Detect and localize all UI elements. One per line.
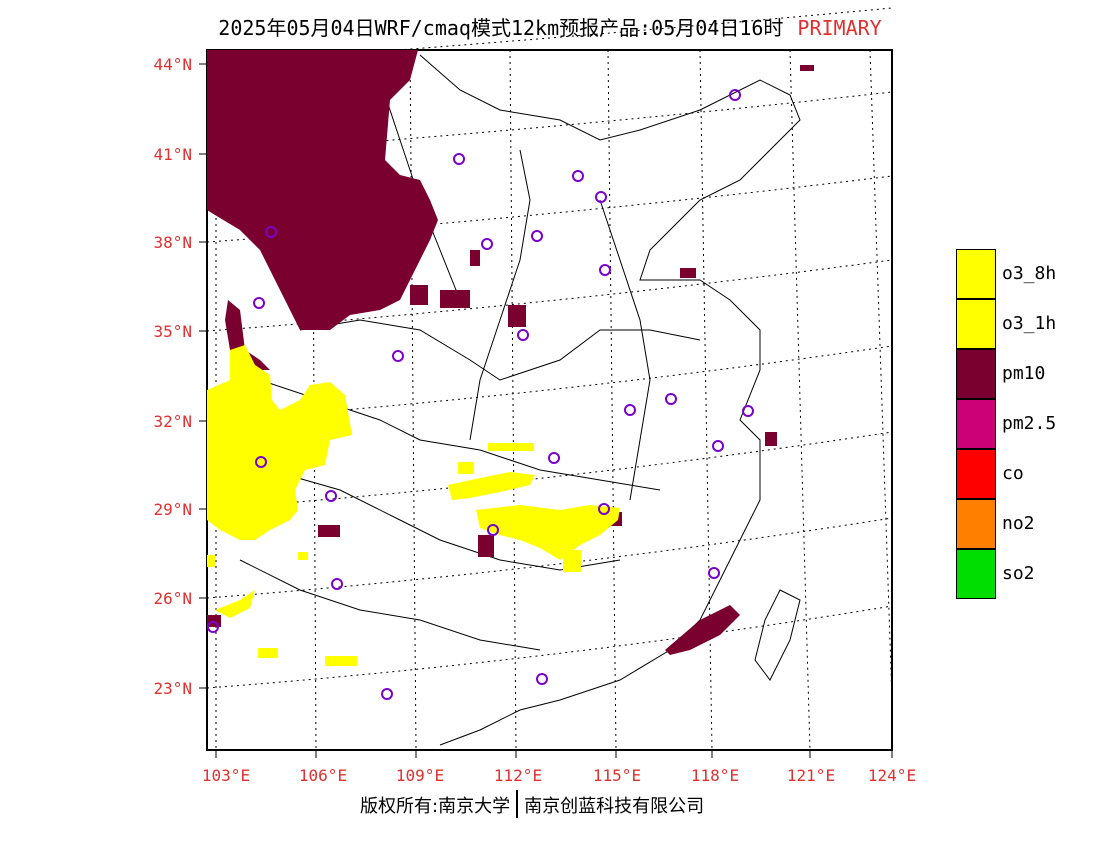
legend-item-o3-8h: o3_8h [956, 249, 1100, 299]
legend-swatch [956, 449, 996, 499]
lat-label-35: 35°N [153, 322, 192, 341]
lon-label-121: 121°E [786, 766, 836, 785]
legend-label: no2 [1002, 513, 1035, 534]
legend-swatch [956, 349, 996, 399]
title-primary-tag: PRIMARY [797, 16, 882, 40]
lat-label-23: 23°N [153, 679, 192, 698]
legend-item-pm10: pm10 [956, 349, 1100, 399]
legend-label: o3_1h [1002, 313, 1057, 334]
lon-label-118: 118°E [690, 766, 740, 785]
legend-item-pm25: pm2.5 [956, 399, 1100, 449]
lat-label-41: 41°N [153, 145, 192, 164]
title-main: 2025年05月04日WRF/cmaq模式12km预报产品:05月04日16时 [218, 16, 784, 40]
lat-label-32: 32°N [153, 412, 192, 431]
legend-label: so2 [1002, 563, 1035, 584]
legend-item-co: co [956, 449, 1100, 499]
footer-right: 南京创蓝科技有限公司 [524, 796, 705, 817]
legend-swatch [956, 299, 996, 349]
legend-swatch [956, 549, 996, 599]
map-title: 2025年05月04日WRF/cmaq模式12km预报产品:05月04日16时 P… [0, 12, 1100, 41]
lon-label-106: 106°E [298, 766, 348, 785]
pollutant-legend: o3_8h o3_1h pm10 pm2.5 co no2 so2 [956, 249, 1100, 599]
lon-label-115: 115°E [592, 766, 642, 785]
pm10-layer [207, 50, 814, 655]
lat-label-29: 29°N [153, 500, 192, 519]
legend-swatch [956, 499, 996, 549]
lon-label-109: 109°E [395, 766, 445, 785]
legend-swatch [956, 399, 996, 449]
lon-label-103: 103°E [201, 766, 251, 785]
lon-label-112: 112°E [493, 766, 543, 785]
lat-label-38: 38°N [153, 233, 192, 252]
legend-item-no2: no2 [956, 499, 1100, 549]
legend-swatch [956, 249, 996, 299]
o3-layer [207, 345, 620, 666]
legend-label: pm2.5 [1002, 413, 1057, 434]
lat-label-44: 44°N [153, 55, 192, 74]
copyright-footer: 版权所有:南京大学 南京创蓝科技有限公司 [360, 790, 704, 818]
axis-ticks [199, 63, 893, 758]
station-markers [207, 89, 754, 700]
legend-item-so2: so2 [956, 549, 1100, 599]
footer-left: 版权所有:南京大学 [360, 796, 511, 817]
legend-label: co [1002, 463, 1024, 484]
lat-label-26: 26°N [153, 589, 192, 608]
lon-label-124: 124°E [867, 766, 917, 785]
legend-item-o3-1h: o3_1h [956, 299, 1100, 349]
legend-label: pm10 [1002, 363, 1046, 384]
legend-label: o3_8h [1002, 263, 1057, 284]
footer-separator [516, 790, 519, 818]
